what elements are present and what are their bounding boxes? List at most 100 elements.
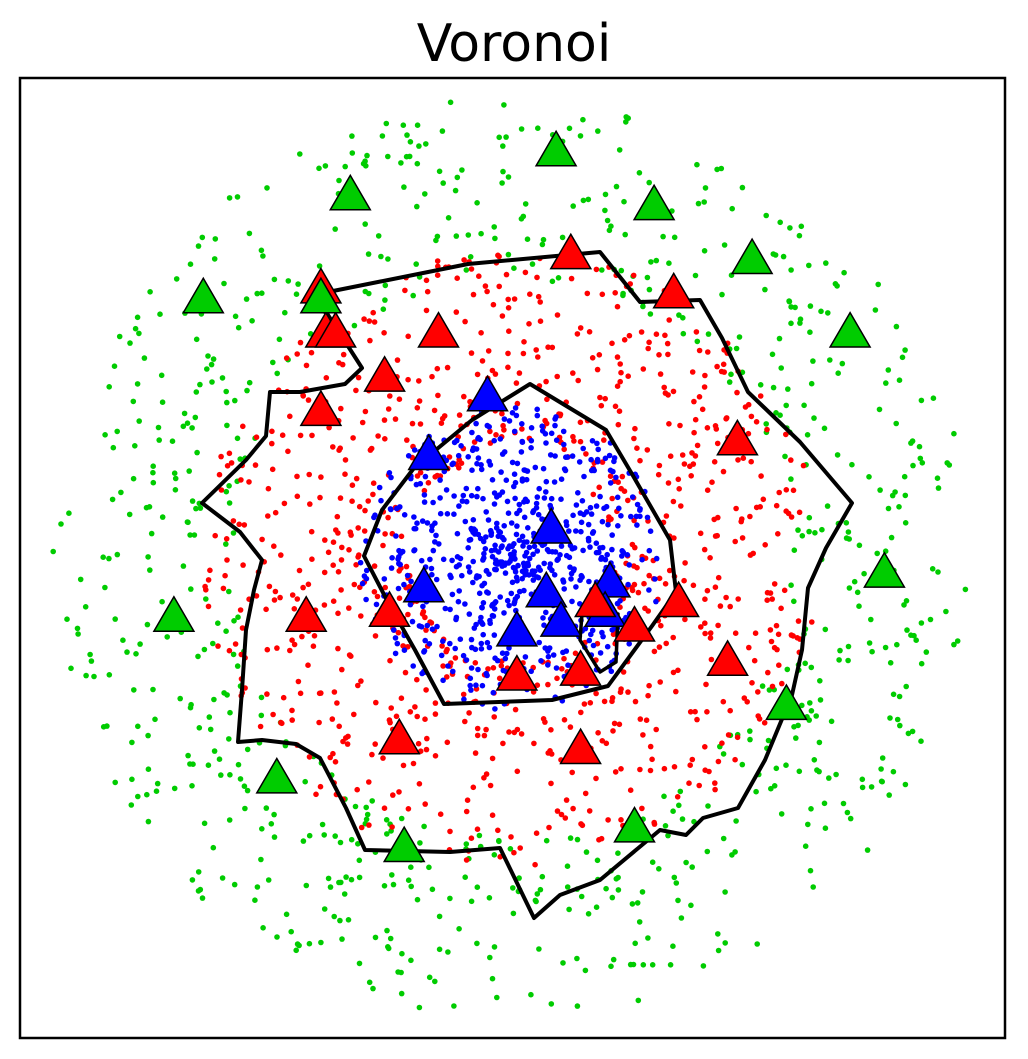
inner-point bbox=[429, 527, 435, 534]
middle-point bbox=[264, 646, 271, 653]
middle-point bbox=[396, 396, 403, 403]
inner-point bbox=[414, 520, 420, 526]
outer-point bbox=[194, 449, 200, 456]
inner-point bbox=[467, 682, 474, 689]
inner-point bbox=[586, 637, 593, 644]
middle-point bbox=[579, 822, 586, 829]
inner-point bbox=[436, 541, 442, 547]
outer-point bbox=[408, 883, 415, 890]
outer-point bbox=[169, 438, 176, 445]
outer-point bbox=[226, 483, 232, 489]
inner-point bbox=[567, 542, 574, 549]
middle-point bbox=[632, 698, 639, 705]
middle-point bbox=[593, 690, 599, 697]
outer-point bbox=[640, 962, 647, 968]
outer-point bbox=[733, 818, 739, 824]
outer-point bbox=[856, 542, 863, 549]
inner-point bbox=[618, 513, 624, 519]
middle-point bbox=[612, 290, 618, 296]
middle-point bbox=[534, 274, 540, 281]
inner-point bbox=[546, 645, 553, 651]
inner-prototype-marker bbox=[466, 374, 509, 412]
inner-point bbox=[501, 416, 508, 422]
middle-point bbox=[306, 754, 313, 760]
outer-prototype-marker bbox=[765, 683, 808, 721]
outer-prototype-marker bbox=[863, 551, 906, 588]
middle-point bbox=[664, 340, 671, 347]
inner-point bbox=[516, 588, 523, 595]
outer-point bbox=[249, 318, 255, 324]
middle-point bbox=[429, 373, 435, 380]
outer-point bbox=[510, 910, 517, 917]
middle-point bbox=[608, 516, 614, 522]
inner-point bbox=[440, 556, 447, 563]
middle-prototype-marker bbox=[284, 595, 328, 632]
middle-point bbox=[462, 318, 468, 325]
inner-point bbox=[493, 525, 500, 531]
middle-point bbox=[720, 361, 727, 368]
middle-point bbox=[568, 275, 575, 282]
middle-point bbox=[614, 303, 621, 310]
outer-point bbox=[911, 632, 917, 639]
middle-point bbox=[500, 740, 506, 747]
outer-point bbox=[235, 324, 242, 331]
outer-point bbox=[918, 620, 925, 626]
outer-point bbox=[345, 917, 352, 923]
outer-point bbox=[768, 785, 774, 792]
middle-point bbox=[305, 662, 311, 668]
inner-point bbox=[437, 495, 443, 501]
outer-point bbox=[595, 128, 601, 134]
outer-point bbox=[951, 641, 957, 648]
outer-point bbox=[695, 200, 702, 207]
outer-point bbox=[729, 205, 735, 212]
outer-point bbox=[608, 963, 614, 970]
inner-point bbox=[453, 616, 459, 623]
outer-point bbox=[205, 762, 212, 768]
inner-prototype-marker bbox=[529, 507, 573, 544]
inner-point bbox=[571, 566, 577, 572]
middle-point bbox=[381, 805, 388, 811]
inner-point bbox=[534, 548, 541, 554]
middle-point bbox=[542, 719, 548, 725]
middle-point bbox=[733, 505, 739, 512]
outer-point bbox=[786, 298, 792, 304]
middle-point bbox=[714, 363, 720, 370]
middle-point bbox=[701, 384, 708, 390]
outer-point bbox=[487, 954, 493, 961]
middle-point bbox=[610, 631, 617, 638]
outer-point bbox=[812, 530, 818, 536]
outer-point bbox=[574, 1003, 581, 1009]
outer-point bbox=[896, 377, 903, 384]
outer-point bbox=[534, 891, 541, 897]
middle-point bbox=[727, 603, 733, 610]
middle-point bbox=[396, 595, 403, 601]
outer-point bbox=[935, 569, 941, 575]
middle-point bbox=[511, 296, 518, 302]
inner-point bbox=[466, 569, 473, 575]
middle-point bbox=[715, 622, 721, 629]
decision-boundaries bbox=[200, 250, 854, 920]
inner-point bbox=[628, 513, 634, 520]
middle-point bbox=[605, 817, 611, 823]
outer-point bbox=[492, 235, 498, 242]
outer-point bbox=[159, 598, 165, 605]
outer-point bbox=[798, 223, 805, 230]
middle-point bbox=[640, 366, 647, 372]
outer-point bbox=[436, 946, 443, 953]
inner-point bbox=[395, 556, 401, 562]
outer-point bbox=[246, 379, 253, 386]
outer-point bbox=[559, 234, 566, 241]
middle-point bbox=[353, 475, 360, 482]
outer-point bbox=[837, 647, 843, 654]
outer-point bbox=[788, 582, 794, 588]
middle-point bbox=[696, 782, 702, 789]
inner-point bbox=[589, 438, 596, 444]
middle-point bbox=[686, 780, 692, 786]
inner-point bbox=[522, 553, 528, 559]
outer-point bbox=[144, 791, 150, 798]
outer-point bbox=[821, 425, 828, 432]
middle-point bbox=[223, 536, 230, 542]
middle-point bbox=[671, 764, 678, 770]
outer-point bbox=[549, 278, 556, 285]
outer-point bbox=[226, 500, 233, 506]
